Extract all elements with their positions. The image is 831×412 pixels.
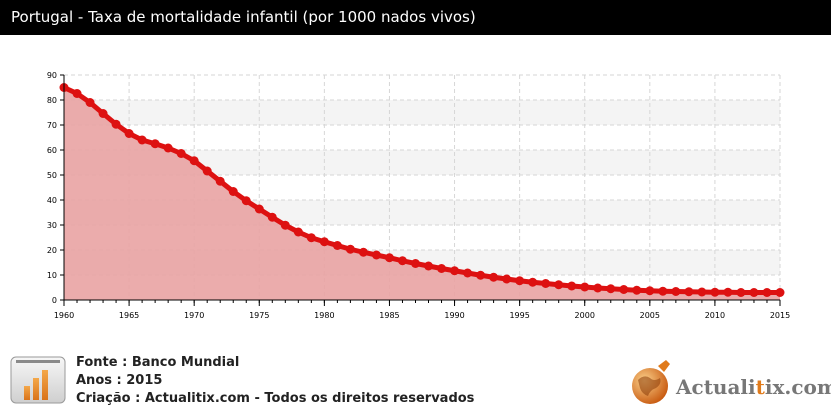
- y-tick-label: 50: [47, 171, 57, 180]
- data-point: [111, 119, 121, 129]
- data-point: [163, 143, 173, 153]
- x-tick-label: 2000: [575, 311, 595, 320]
- data-point: [645, 286, 655, 296]
- x-tick-label: 1990: [444, 311, 464, 320]
- data-point: [736, 288, 746, 297]
- credit-label: Criação : Actualitix.com - Todos os dire…: [76, 391, 475, 406]
- data-point: [528, 277, 538, 287]
- y-tick-label: 0: [52, 296, 57, 305]
- x-tick-label: 1965: [119, 311, 139, 320]
- data-point: [684, 287, 694, 297]
- data-point: [567, 281, 577, 291]
- y-tick-label: 80: [47, 96, 57, 105]
- data-point: [254, 204, 264, 214]
- data-point: [228, 187, 238, 196]
- data-point: [424, 261, 434, 271]
- data-point: [593, 283, 603, 293]
- data-point: [463, 268, 473, 278]
- y-tick-label: 30: [47, 221, 57, 230]
- data-point: [98, 109, 108, 118]
- globe-icon: [632, 360, 670, 404]
- title-bar: Portugal - Taxa de mortalidade infantil …: [0, 0, 831, 35]
- data-point: [697, 287, 707, 297]
- data-point: [450, 266, 460, 276]
- data-point: [775, 288, 785, 297]
- data-point: [137, 135, 147, 145]
- area-chart: 0 10 20 30 40 50 60 70 80 90 1960 1965 1970 1975 1980 1…: [47, 71, 790, 320]
- y-tick-label: 90: [47, 71, 57, 80]
- data-point: [345, 244, 355, 254]
- x-tick-label: 1960: [54, 311, 74, 320]
- chart-title: Portugal - Taxa de mortalidade infantil …: [11, 8, 476, 26]
- data-point: [541, 279, 551, 288]
- bar-chart-icon: [10, 356, 66, 404]
- data-point: [241, 196, 251, 206]
- actualitix-logo[interactable]: Actualitix.com: [628, 356, 831, 408]
- x-tick-label: 1980: [314, 311, 334, 320]
- data-point: [658, 286, 668, 296]
- y-tick-label: 10: [47, 271, 57, 280]
- y-tick-label: 60: [47, 146, 57, 155]
- data-point: [280, 220, 290, 230]
- data-point: [358, 247, 368, 257]
- data-point: [215, 176, 225, 186]
- data-point: [489, 272, 499, 282]
- data-point: [293, 227, 303, 237]
- source-label: Fonte : Banco Mundial: [76, 355, 240, 370]
- data-point: [554, 280, 564, 290]
- data-point: [437, 264, 447, 273]
- data-point: [749, 288, 759, 297]
- data-point: [332, 241, 342, 250]
- data-point: [476, 270, 486, 280]
- data-point: [671, 287, 681, 296]
- data-point: [606, 284, 616, 294]
- x-tick-label: 2015: [770, 311, 790, 320]
- data-point: [85, 98, 95, 107]
- data-point: [176, 149, 186, 158]
- footer: Fonte : Banco Mundial Anos : 2015 Criaçã…: [0, 350, 831, 412]
- data-point: [306, 233, 316, 243]
- data-point: [384, 253, 394, 263]
- data-point: [515, 276, 525, 286]
- data-point: [502, 274, 512, 284]
- x-tick-label: 2005: [640, 311, 660, 320]
- data-point: [723, 287, 733, 297]
- y-tick-label: 70: [47, 121, 57, 130]
- y-tick-label: 20: [47, 246, 57, 255]
- years-label: Anos : 2015: [76, 373, 163, 388]
- grid-band: [64, 100, 780, 125]
- data-point: [632, 285, 642, 295]
- brand-name: Actualitix.com: [676, 375, 831, 399]
- data-point: [397, 256, 407, 266]
- data-point: [202, 166, 212, 176]
- x-tick-label: 1995: [509, 311, 529, 320]
- data-point: [762, 288, 772, 297]
- y-tick-label: 40: [47, 196, 57, 205]
- data-point: [72, 89, 82, 98]
- data-point: [124, 129, 134, 138]
- data-point: [619, 285, 629, 294]
- area-fill: [64, 87, 780, 300]
- x-tick-label: 1985: [379, 311, 399, 320]
- x-tick-label: 1975: [249, 311, 269, 320]
- footer-info: Fonte : Banco Mundial Anos : 2015 Criaçã…: [76, 354, 474, 408]
- x-tick-label: 1970: [184, 311, 204, 320]
- data-point: [410, 259, 420, 268]
- data-point: [580, 282, 590, 292]
- chart-area: 0 10 20 30 40 50 60 70 80 90 1960 1965 1970 1975 1980 1…: [0, 35, 831, 335]
- data-point: [189, 156, 199, 166]
- data-point: [319, 237, 329, 247]
- data-point: [371, 250, 381, 260]
- data-point: [150, 139, 160, 149]
- data-point: [267, 212, 277, 222]
- x-tick-label: 2010: [705, 311, 725, 320]
- data-point: [710, 287, 720, 297]
